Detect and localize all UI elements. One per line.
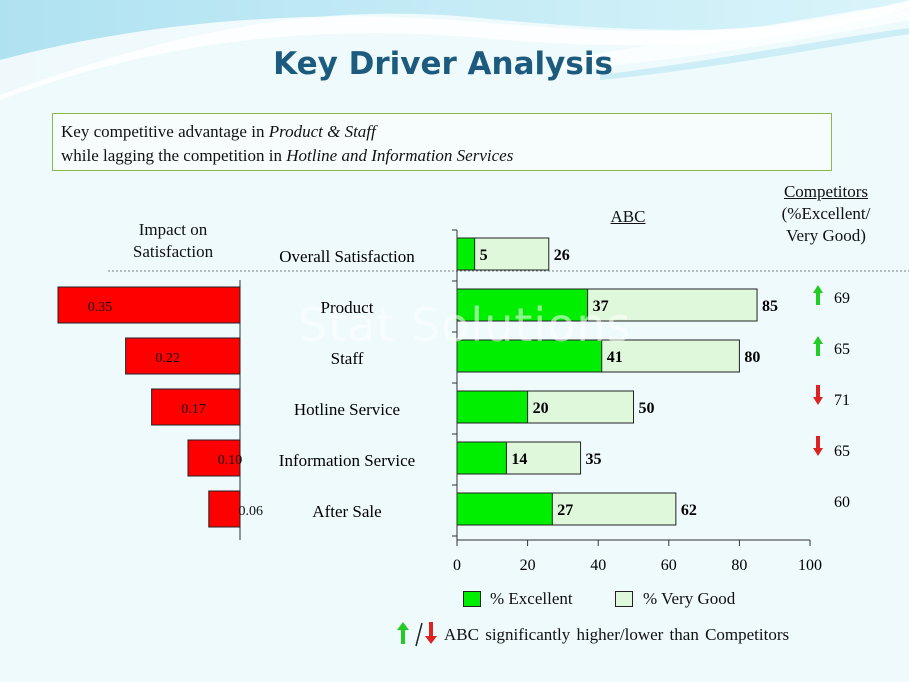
- bar-excellent: [456, 441, 507, 475]
- bar-excellent: [456, 492, 553, 526]
- key-message-box: Key competitive advantage in Product & S…: [52, 113, 832, 171]
- x-tick-label-0: 0: [453, 557, 461, 574]
- key-message-line-2-text: while lagging the competition in: [61, 146, 287, 165]
- competitors-header-line-1: Competitors: [783, 182, 869, 201]
- impact-bar: [187, 439, 241, 477]
- impact-header: Impact on Satisfaction: [118, 219, 228, 263]
- very-good-value-label: 62: [681, 502, 697, 519]
- bar-excellent: [456, 339, 603, 373]
- category-label: Staff: [331, 349, 364, 368]
- key-message-line-1-emphasis: Product & Staff: [268, 122, 376, 141]
- excellent-value-label: 27: [557, 502, 573, 519]
- page-title: Key Driver Analysis: [273, 46, 613, 82]
- category-label: Hotline Service: [294, 400, 400, 419]
- arrow-up-icon: [813, 336, 823, 356]
- very-good-value-label: 80: [744, 349, 760, 366]
- excellent-value-label: 41: [607, 349, 623, 366]
- impact-value-label: 0.35: [88, 300, 113, 315]
- x-tick-label-100: 100: [798, 557, 822, 574]
- impact-bar: [57, 286, 241, 324]
- impact-bar: [125, 337, 241, 375]
- abc-header: ABC: [610, 207, 646, 226]
- excellent-value-label: 14: [511, 451, 527, 468]
- very-good-value-label: 85: [762, 298, 778, 315]
- competitor-value: 60: [834, 494, 850, 511]
- competitor-value: 65: [834, 443, 850, 460]
- very-good-value-label: 35: [586, 451, 602, 468]
- very-good-value-label: 50: [639, 400, 655, 417]
- arrow-down-icon: [813, 436, 823, 456]
- impact-header-line-2: Satisfaction: [132, 242, 214, 261]
- impact-bar: [208, 490, 241, 528]
- excellent-value-label: 5: [480, 247, 488, 264]
- category-label: Overall Satisfaction: [279, 247, 415, 266]
- key-message-line-1: Key competitive advantage in Product & S…: [61, 120, 831, 144]
- x-tick-label-20: 20: [520, 557, 536, 574]
- x-tick-label-80: 80: [731, 557, 747, 574]
- watermark: Stat Solutions: [298, 298, 632, 352]
- impact-value-label: 0.10: [218, 453, 243, 468]
- competitor-value: 65: [834, 341, 850, 358]
- legend-swatch-very-good: [615, 591, 633, 607]
- impact-value-label: 0.06: [239, 504, 264, 519]
- legend-label-excellent: % Excellent: [490, 589, 573, 608]
- bar-excellent: [456, 390, 529, 424]
- category-label: After Sale: [312, 502, 381, 521]
- competitor-value: 69: [834, 290, 850, 307]
- key-message-line-2-emphasis: Hotline and Information Services: [286, 146, 514, 165]
- impact-value-label: 0.17: [181, 402, 206, 417]
- key-message-line-1-text: Key competitive advantage in: [61, 122, 269, 141]
- key-message-line-2: while lagging the competition in Hotline…: [61, 144, 831, 168]
- bar-excellent: [456, 237, 476, 271]
- arrow-up-icon: [813, 285, 823, 305]
- footnote: ABC significantly higher/lower than Comp…: [444, 625, 790, 644]
- x-tick-label-40: 40: [590, 557, 606, 574]
- impact-bar: [151, 388, 241, 426]
- competitor-value: 71: [834, 392, 850, 409]
- impact-header-line-1: Impact on: [138, 220, 208, 239]
- category-label: Information Service: [279, 451, 415, 470]
- x-tick-label-60: 60: [661, 557, 677, 574]
- arrow-down-icon: [813, 385, 823, 405]
- competitors-header-line-2: (%Excellent/: [781, 204, 871, 223]
- excellent-value-label: 20: [533, 400, 549, 417]
- competitors-header: Competitors (%Excellent/ Very Good): [756, 181, 896, 247]
- very-good-value-label: 26: [554, 247, 570, 264]
- legend-label-very-good: % Very Good: [643, 589, 736, 608]
- legend-swatch-excellent: [463, 591, 481, 607]
- competitors-header-line-3: Very Good): [786, 226, 866, 245]
- category-label: Product: [321, 298, 374, 317]
- excellent-value-label: 37: [593, 298, 609, 315]
- bar-excellent: [456, 288, 589, 322]
- impact-value-label: 0.22: [155, 351, 180, 366]
- footnote-arrows-icon: [397, 622, 437, 647]
